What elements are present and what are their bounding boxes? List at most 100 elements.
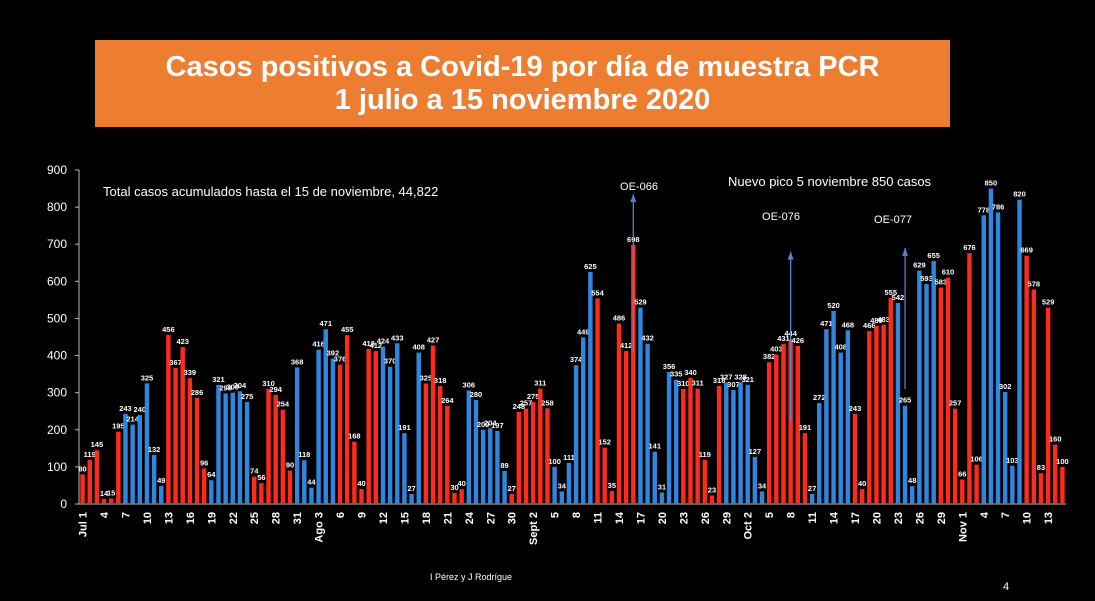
bar-value-label: 34 xyxy=(558,481,567,490)
bar xyxy=(881,324,886,504)
bar xyxy=(895,302,901,504)
bar xyxy=(888,298,893,504)
bar-value-label: 610 xyxy=(942,268,955,277)
bar xyxy=(731,390,736,504)
bar-value-label: 248 xyxy=(513,402,526,411)
bar-value-label: 48 xyxy=(908,476,916,485)
bar-value-label: 408 xyxy=(834,343,847,352)
x-tick-label: 29 xyxy=(721,512,733,524)
bar-value-label: 416 xyxy=(312,340,325,349)
bar xyxy=(144,383,150,504)
bar xyxy=(774,354,779,504)
bar xyxy=(437,385,443,504)
x-tick-label: 21 xyxy=(442,512,454,524)
bar-value-label: 294 xyxy=(269,385,282,394)
x-tick-label: Sept 2 xyxy=(528,512,540,545)
bar xyxy=(752,456,758,504)
bar-value-label: 83 xyxy=(1037,463,1045,472)
bar-value-label: 392 xyxy=(327,349,340,358)
bar xyxy=(445,406,450,504)
bar xyxy=(766,362,772,504)
bar xyxy=(302,460,307,504)
bar-value-label: 132 xyxy=(148,445,161,454)
bar-value-label: 23 xyxy=(708,485,716,494)
bar-value-label: 328 xyxy=(734,372,747,381)
x-tick-label: 30 xyxy=(507,512,519,524)
bar xyxy=(337,364,343,504)
bar xyxy=(294,367,300,504)
bar-value-label: 40 xyxy=(457,479,465,488)
bar xyxy=(266,388,271,504)
x-tick-label: 10 xyxy=(142,512,154,524)
x-tick-label: 7 xyxy=(1000,512,1012,518)
bar xyxy=(559,491,564,504)
x-tick-label: 7 xyxy=(120,512,132,518)
x-tick-label: 4 xyxy=(979,511,991,518)
bar-value-label: 529 xyxy=(634,298,647,307)
bar-value-label: 118 xyxy=(298,450,310,459)
bar xyxy=(87,459,92,504)
bar xyxy=(581,337,586,504)
credit-text: I Pérez y J Rodrígue xyxy=(430,572,513,582)
bar xyxy=(588,272,593,504)
bar xyxy=(130,424,135,504)
bar-value-label: 30 xyxy=(450,483,458,492)
bar xyxy=(831,311,836,504)
bar-value-label: 127 xyxy=(749,447,762,456)
annotation-peak: Nuevo pico 5 noviembre 850 casos xyxy=(728,174,932,189)
bar-value-label: 340 xyxy=(684,368,697,377)
bar-value-label: 89 xyxy=(500,461,508,470)
x-tick-label: 14 xyxy=(614,511,626,524)
bar xyxy=(1024,255,1029,504)
bar xyxy=(681,388,686,504)
bar-value-label: 520 xyxy=(827,301,840,310)
bar-value-label: 356 xyxy=(663,362,676,371)
bar xyxy=(509,493,514,504)
bar-value-label: 106 xyxy=(970,455,983,464)
bar xyxy=(995,212,1001,504)
bar xyxy=(702,459,708,504)
bar-value-label: 300 xyxy=(227,383,240,392)
bar xyxy=(366,348,371,504)
bar-value-label: 427 xyxy=(427,336,440,345)
bar-value-label: 34 xyxy=(758,481,767,490)
bar-value-label: 66 xyxy=(958,470,966,479)
bar-value-label: 629 xyxy=(913,261,926,270)
x-tick-label: 4 xyxy=(99,511,111,518)
bar xyxy=(330,358,336,504)
bar xyxy=(244,401,250,504)
page-number: 4 xyxy=(1003,581,1010,593)
bar xyxy=(788,339,793,504)
bar xyxy=(323,329,328,504)
bar xyxy=(495,430,500,504)
bar-value-label: 302 xyxy=(999,382,1012,391)
bar-value-label: 100 xyxy=(548,457,561,466)
x-tick-label: 16 xyxy=(185,512,197,524)
bar xyxy=(538,388,543,504)
bar xyxy=(108,498,114,504)
bar-value-label: 96 xyxy=(200,458,208,467)
bar xyxy=(409,493,414,504)
bar-value-label: 265 xyxy=(899,396,912,405)
x-tick-label: 19 xyxy=(206,512,218,524)
bar xyxy=(673,379,679,504)
bar-value-label: 431 xyxy=(777,334,790,343)
bar-value-label: 257 xyxy=(949,399,962,408)
bar xyxy=(709,495,715,504)
bar xyxy=(867,331,872,504)
bar xyxy=(874,325,879,504)
bar xyxy=(101,498,107,504)
bar xyxy=(795,345,801,504)
bar-value-label: 327 xyxy=(720,373,733,382)
bar-value-label: 325 xyxy=(420,373,433,382)
bar-value-label: 191 xyxy=(799,423,812,432)
bar-value-label: 483 xyxy=(877,315,890,324)
x-tick-label: 13 xyxy=(1043,512,1055,524)
y-tick-label: 800 xyxy=(47,200,67,214)
bar xyxy=(488,428,493,504)
bar-value-label: 49 xyxy=(157,476,165,485)
bar-value-label: 480 xyxy=(870,316,883,325)
bar xyxy=(917,270,922,504)
bar xyxy=(452,492,457,504)
bar xyxy=(530,401,536,504)
